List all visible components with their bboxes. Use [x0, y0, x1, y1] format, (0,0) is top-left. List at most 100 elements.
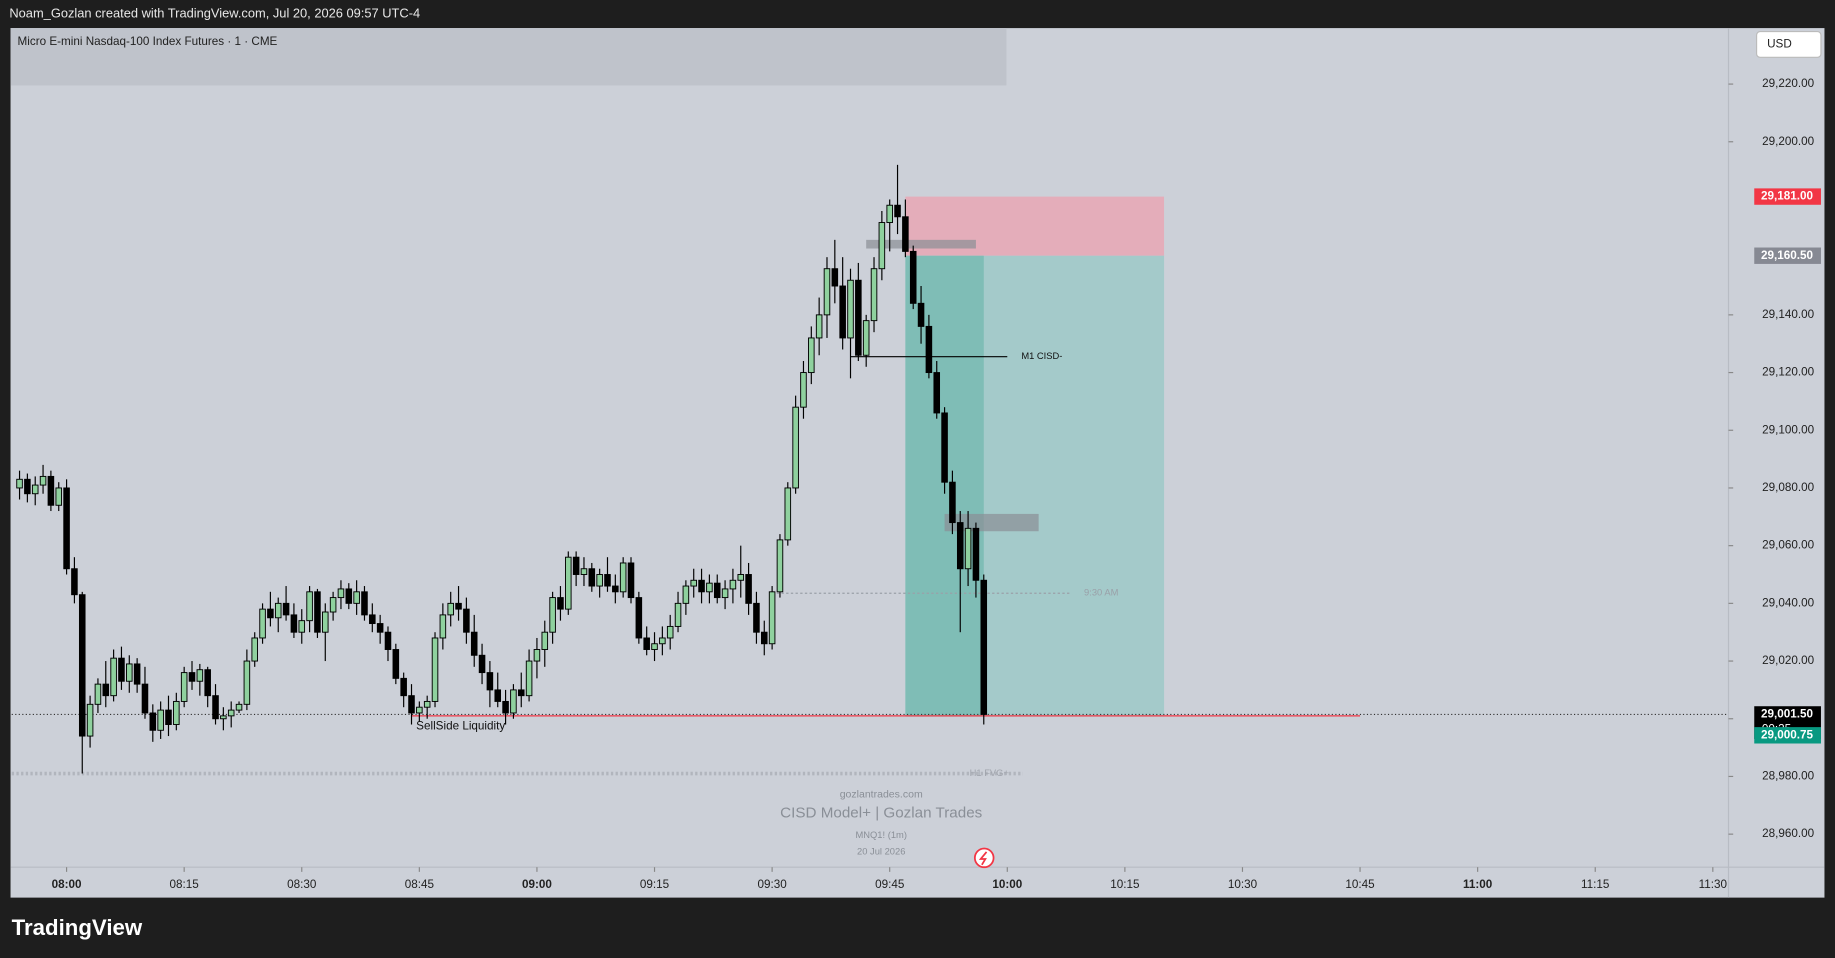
candle-body	[729, 579, 737, 590]
y-tick-label: 29,080.00	[1762, 481, 1814, 494]
candle-body	[933, 372, 941, 414]
candle-body	[525, 660, 533, 697]
candle-body	[619, 562, 627, 593]
price-label-box	[1754, 247, 1821, 264]
y-tick-label: 28,980.00	[1762, 770, 1814, 783]
y-tick-label: 28,960.00	[1762, 827, 1814, 840]
price-label: 29,181.00	[1761, 190, 1813, 203]
candle-body	[290, 614, 298, 633]
candle-body	[102, 683, 110, 697]
candle-body	[329, 597, 337, 613]
candle-body	[306, 591, 313, 622]
candle-body	[580, 568, 588, 575]
symbol: Micro E-mini Nasdaq-100 Index Futures · …	[18, 35, 278, 48]
y-tick-label: 29,200.00	[1762, 135, 1814, 148]
candle-body	[713, 582, 721, 599]
x-tick-label: 09:45	[875, 878, 905, 891]
candle-body	[706, 582, 713, 593]
candle-body	[862, 320, 870, 356]
candle-body	[776, 539, 784, 593]
candle-body	[941, 412, 948, 483]
candle-body	[964, 527, 972, 570]
wm-title: CISD Model+ | Gozlan Trades	[780, 804, 982, 821]
candle-body	[408, 695, 415, 714]
candle-body	[455, 602, 462, 610]
x-tick-label: 10:45	[1345, 878, 1375, 891]
candle-body	[259, 608, 266, 639]
candle-body	[55, 487, 63, 506]
wm-date: 20 Jul 2026	[857, 846, 905, 856]
candle-body	[894, 204, 901, 218]
y-tick-label: 29,060.00	[1762, 539, 1814, 552]
candle-body	[141, 683, 149, 714]
candle-body	[31, 484, 39, 495]
x-tick-label: 09:15	[640, 878, 670, 891]
candle-body	[855, 279, 862, 356]
candle-body	[369, 614, 376, 625]
x-tick-label: 10:00	[992, 878, 1022, 891]
candle-body	[204, 669, 211, 697]
candle-body	[847, 279, 854, 339]
candle-body	[463, 608, 470, 633]
candle-body	[47, 475, 55, 506]
candle-body	[745, 574, 752, 604]
candle-body	[337, 588, 345, 599]
annotation-label: M1 CISD-	[1021, 351, 1062, 361]
candle-body	[690, 579, 697, 587]
candle-body	[39, 475, 47, 486]
candle-body	[878, 222, 886, 270]
price-label: 29,160.50	[1761, 249, 1813, 262]
price-label-box	[1754, 188, 1821, 205]
alert-bolt	[978, 851, 988, 866]
candle-body	[110, 657, 117, 697]
candle-body	[949, 481, 956, 524]
x-tick-label: 11:00	[1463, 878, 1493, 891]
candle-body	[831, 268, 839, 287]
candle-body	[956, 522, 964, 570]
y-tick-label: 29,140.00	[1762, 308, 1814, 321]
candle-body	[612, 585, 619, 593]
candle-body	[392, 649, 400, 679]
candle-body	[800, 372, 807, 408]
candle-body	[196, 669, 204, 682]
candle-body	[416, 706, 423, 714]
wm-site: gozlantrades.com	[840, 788, 923, 800]
brand: TradingView	[12, 915, 143, 940]
candle-body	[666, 625, 674, 639]
candle-body	[737, 574, 745, 581]
candle-body	[235, 703, 243, 711]
candle-body	[71, 568, 78, 596]
candle-body	[792, 406, 799, 489]
candle-body	[384, 631, 392, 650]
candle-body	[902, 216, 909, 252]
currency[interactable]: USD	[1767, 38, 1792, 51]
currency-box[interactable]	[1756, 31, 1822, 58]
candle-body	[541, 631, 549, 650]
y-tick-label: 29,020.00	[1762, 654, 1814, 667]
x-tick-label: 08:00	[52, 878, 82, 891]
candle-body	[502, 700, 509, 714]
candle-body	[549, 597, 556, 633]
x-tick-label: 08:30	[287, 878, 317, 891]
candle-body	[972, 527, 980, 581]
candle-body	[361, 591, 368, 616]
candle-body	[63, 487, 70, 570]
candle-body	[588, 568, 596, 587]
price-label-box	[1754, 727, 1821, 744]
candle-body	[431, 637, 439, 702]
candle-body	[188, 672, 196, 682]
candle-body	[572, 556, 580, 575]
candle-body	[596, 574, 603, 587]
x-tick-label: 11:30	[1699, 878, 1728, 891]
candle-body	[165, 709, 172, 725]
candle-body	[517, 689, 525, 697]
candle-body	[321, 611, 329, 633]
alert-icon[interactable]	[973, 847, 995, 869]
candle-body	[24, 478, 31, 495]
candle-body	[439, 614, 447, 639]
candle-body	[635, 597, 643, 639]
candle-body	[808, 337, 815, 374]
candle-body	[604, 574, 611, 587]
candle-body	[274, 602, 282, 619]
candle-body	[839, 285, 846, 339]
